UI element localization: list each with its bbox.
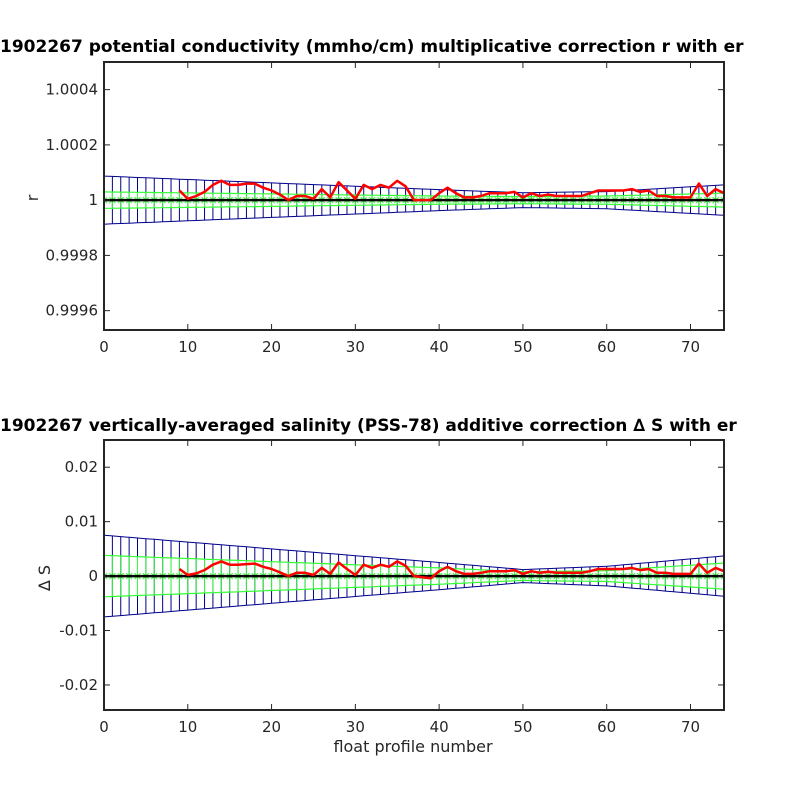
x-tick-label: 10: [178, 718, 197, 736]
plot-area: 0 10 20 30 40 50 60 70 -0.02 -0.01 0 0.01 0.02: [59, 439, 725, 736]
x-tick-label: 60: [597, 338, 616, 356]
y-tick-label: 1.0002: [46, 136, 99, 154]
y-tick-label: -0.02: [59, 676, 98, 694]
y-tick-label: 0.9998: [46, 246, 99, 264]
y-tick-label: 0.02: [65, 458, 98, 476]
chart-title: 1902267 vertically-averaged salinity (PS…: [0, 416, 737, 436]
x-tick-label: 70: [681, 718, 700, 736]
reference-marker: [720, 196, 724, 204]
y-tick-label: -0.01: [59, 622, 98, 640]
x-axis-label: float profile number: [333, 737, 493, 756]
inner-error-upper: [104, 191, 724, 198]
axes-frame: [103, 61, 725, 331]
outer-error-lower: [104, 207, 724, 225]
x-tick-label: 50: [513, 718, 532, 736]
plot-content: [104, 534, 724, 618]
correction-series-line: [178, 179, 724, 202]
y-axis-label: ∆ S: [35, 565, 54, 592]
x-tick-label: 10: [178, 338, 197, 356]
x-tick-label: 20: [262, 718, 281, 736]
reference-marker: [104, 196, 108, 204]
x-tick-label: 60: [597, 718, 616, 736]
reference-marker: [720, 572, 724, 580]
y-tick-label: 0.9996: [46, 302, 99, 320]
y-tick-label: 0: [88, 567, 98, 585]
plot-content: [104, 175, 724, 225]
x-tick-label: 30: [346, 718, 365, 736]
y-axis-label: r: [23, 194, 42, 201]
outer-error-lower: [104, 582, 724, 618]
x-tick-label: 20: [262, 338, 281, 356]
reference-marker: [104, 572, 108, 580]
x-tick-label: 0: [99, 718, 109, 736]
correction-series-line: [178, 560, 724, 580]
x-tick-label: 30: [346, 338, 365, 356]
axes-frame: [103, 439, 725, 711]
y-tick-label: 1: [88, 191, 98, 209]
chart-title: 1902267 potential conductivity (mmho/cm)…: [0, 37, 744, 57]
chart-r-correction: 1902267 potential conductivity (mmho/cm)…: [0, 37, 744, 356]
x-tick-label: 40: [430, 338, 449, 356]
inner-error-lower: [104, 579, 724, 598]
chart-salinity-correction: 1902267 vertically-averaged salinity (PS…: [0, 416, 737, 756]
y-tick-label: 1.0004: [46, 81, 99, 99]
inner-error-lower: [104, 203, 724, 209]
x-tick-label: 50: [513, 338, 532, 356]
plot-area: 0 10 20 30 40 50 60 70 0.9996 0.9998 1 1.0002 1.0004: [46, 61, 725, 356]
outer-error-upper: [104, 534, 724, 571]
y-tick-label: 0.01: [65, 513, 98, 531]
x-tick-label: 40: [430, 718, 449, 736]
x-tick-label: 0: [99, 338, 109, 356]
x-tick-label: 70: [681, 338, 700, 356]
